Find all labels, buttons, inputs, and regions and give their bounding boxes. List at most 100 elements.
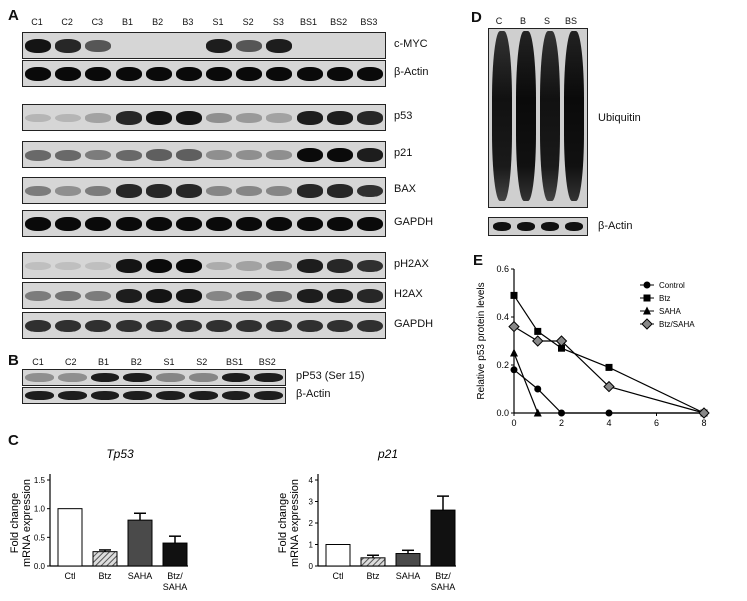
blot-label: β-Actin: [394, 66, 429, 78]
blot-band: [326, 319, 353, 333]
blot-band: [115, 319, 142, 333]
blot-band: [254, 391, 283, 400]
blot-band: [175, 217, 202, 231]
blot-band: [236, 319, 263, 333]
lane-label: C: [495, 16, 503, 26]
y-tick-label: 0.0: [496, 408, 509, 418]
lane-label: S2: [196, 357, 208, 367]
blot-band: [145, 184, 172, 198]
blot-band: [236, 113, 263, 123]
blot-strip: [22, 252, 386, 279]
blot-band: [145, 217, 172, 231]
data-point: [605, 409, 613, 417]
lane-label: B1: [97, 357, 109, 367]
blot-band: [85, 67, 112, 81]
blot-band: [356, 217, 383, 231]
blot-band: [25, 67, 52, 81]
legend-marker: [643, 281, 651, 289]
blot-band: [115, 217, 142, 231]
y-tick-label: 1.5: [34, 476, 46, 485]
blot-band: [115, 67, 142, 81]
bar: [325, 544, 351, 567]
blot-band: [326, 67, 353, 81]
data-point: [510, 348, 518, 357]
blot-band: [221, 373, 251, 382]
x-tick-label: 0: [511, 418, 516, 428]
data-point: [510, 366, 518, 374]
blot-band: [296, 319, 323, 333]
blot-band: [55, 217, 82, 231]
p21-bar-chart: p21 0 1 2 3 4 Fold change mRNA expression Ctl Btz…: [277, 447, 456, 592]
blot-band: [326, 111, 353, 125]
blot-band: [254, 373, 283, 382]
ubiquitin-lane-b: [516, 31, 536, 201]
lane-label: BS2: [258, 357, 276, 367]
blot-band: [206, 39, 233, 53]
y-tick-label: 0.0: [34, 562, 46, 571]
y-axis-label: mRNA expression: [21, 479, 33, 567]
blot-band: [266, 290, 293, 302]
blot-band: [188, 391, 218, 400]
blot-band: [25, 149, 52, 161]
category-label: SAHA: [163, 582, 188, 592]
data-point: [605, 363, 613, 371]
blot-band: [145, 259, 172, 273]
blot-band: [175, 149, 202, 161]
y-tick-label: 0.4: [496, 312, 509, 322]
blot-band: [25, 113, 52, 123]
blot-band: [206, 290, 233, 302]
blot-band: [296, 217, 323, 231]
lane-label: BS1: [225, 357, 243, 367]
y-tick-label: 0.5: [34, 533, 46, 542]
category-label: Ctl: [333, 571, 344, 581]
blot-band: [55, 39, 82, 53]
blot-label: p53: [394, 110, 413, 122]
legend-marker: [643, 306, 651, 315]
blot-band: [55, 67, 82, 81]
blot-strip: [22, 60, 386, 87]
blot-band: [90, 391, 120, 400]
blot-strip: [22, 282, 386, 309]
blot-band: [85, 149, 112, 161]
lane-label: BS3: [360, 17, 378, 27]
x-tick-label: 8: [701, 418, 706, 428]
blot-label: β-Actin: [296, 388, 331, 400]
blot-band: [85, 319, 112, 333]
category-label: Btz/: [167, 571, 183, 581]
blot-band: [266, 113, 293, 123]
blot-band: [206, 217, 233, 231]
blot-band: [175, 289, 202, 303]
panel-d-actin-blot: [488, 217, 588, 236]
blot-band: [206, 150, 233, 160]
y-axis-label: Fold change: [9, 493, 21, 554]
blot-band: [206, 261, 233, 271]
blot-label: p21: [394, 147, 413, 159]
legend-entry: SAHA: [659, 307, 681, 316]
category-label: Ctl: [65, 571, 76, 581]
blot-band: [266, 217, 293, 231]
blot-strip: [22, 312, 386, 339]
lane-label: C1: [31, 17, 43, 27]
blot-band: [55, 319, 82, 333]
blot-band: [156, 391, 185, 400]
chart-title: p21: [377, 447, 398, 461]
blot-band: [115, 149, 142, 161]
bar: [395, 553, 421, 567]
blot-band: [188, 373, 218, 382]
x-tick-label: 2: [559, 418, 564, 428]
blot-band: [57, 373, 87, 382]
y-tick-label: 0.6: [496, 264, 509, 274]
blot-band: [85, 261, 112, 271]
blot-band: [326, 148, 353, 162]
blot-band: [85, 40, 112, 52]
x-tick-label: 4: [606, 418, 611, 428]
blot-band: [221, 391, 251, 400]
blot-band: [236, 185, 263, 197]
blot-band: [175, 184, 202, 198]
category-label: Btz: [98, 571, 112, 581]
panel-d-actin-label: β-Actin: [598, 220, 633, 232]
blot-strip: [22, 369, 286, 386]
data-point: [555, 335, 568, 347]
lane-label: B1: [121, 17, 133, 27]
blot-band: [55, 113, 82, 123]
